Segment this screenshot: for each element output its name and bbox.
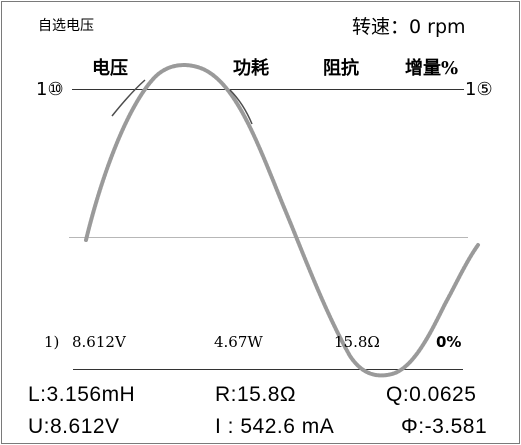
phase-value: Φ:-3.581 xyxy=(401,415,488,438)
left-scale-label: 1⑩ xyxy=(36,79,64,100)
reading-increment: 0% xyxy=(436,333,462,351)
column-increment: 增量% xyxy=(405,58,459,79)
quality-factor-value: Q:0.0625 xyxy=(386,383,477,406)
right-scale-label: 1⑤ xyxy=(465,79,493,100)
speed-unit: rpm xyxy=(427,16,466,38)
voltage-value: U:8.612V xyxy=(28,415,120,438)
resistance-value: R:15.8Ω xyxy=(215,383,297,406)
current-value: I : 542.6 mA xyxy=(215,415,335,438)
reading-index: 1) xyxy=(44,333,60,351)
inductance-value: L:3.156mH xyxy=(28,383,136,406)
column-power: 功耗 xyxy=(233,58,269,79)
speed-value: 0 xyxy=(409,16,422,38)
top-reference-line xyxy=(72,89,464,90)
reading-voltage: 8.612V xyxy=(72,333,126,351)
column-voltage: 电压 xyxy=(92,58,128,79)
column-impedance: 阻抗 xyxy=(323,58,359,79)
reading-impedance: 15.8Ω xyxy=(334,333,380,351)
mode-title: 自选电压 xyxy=(38,18,94,34)
reading-power: 4.67W xyxy=(214,333,263,351)
bottom-reference-line xyxy=(73,369,463,370)
speed-label: 转速： xyxy=(352,16,410,38)
center-reference-line xyxy=(69,237,468,238)
speed-readout: 转速：0 rpm xyxy=(352,12,466,39)
